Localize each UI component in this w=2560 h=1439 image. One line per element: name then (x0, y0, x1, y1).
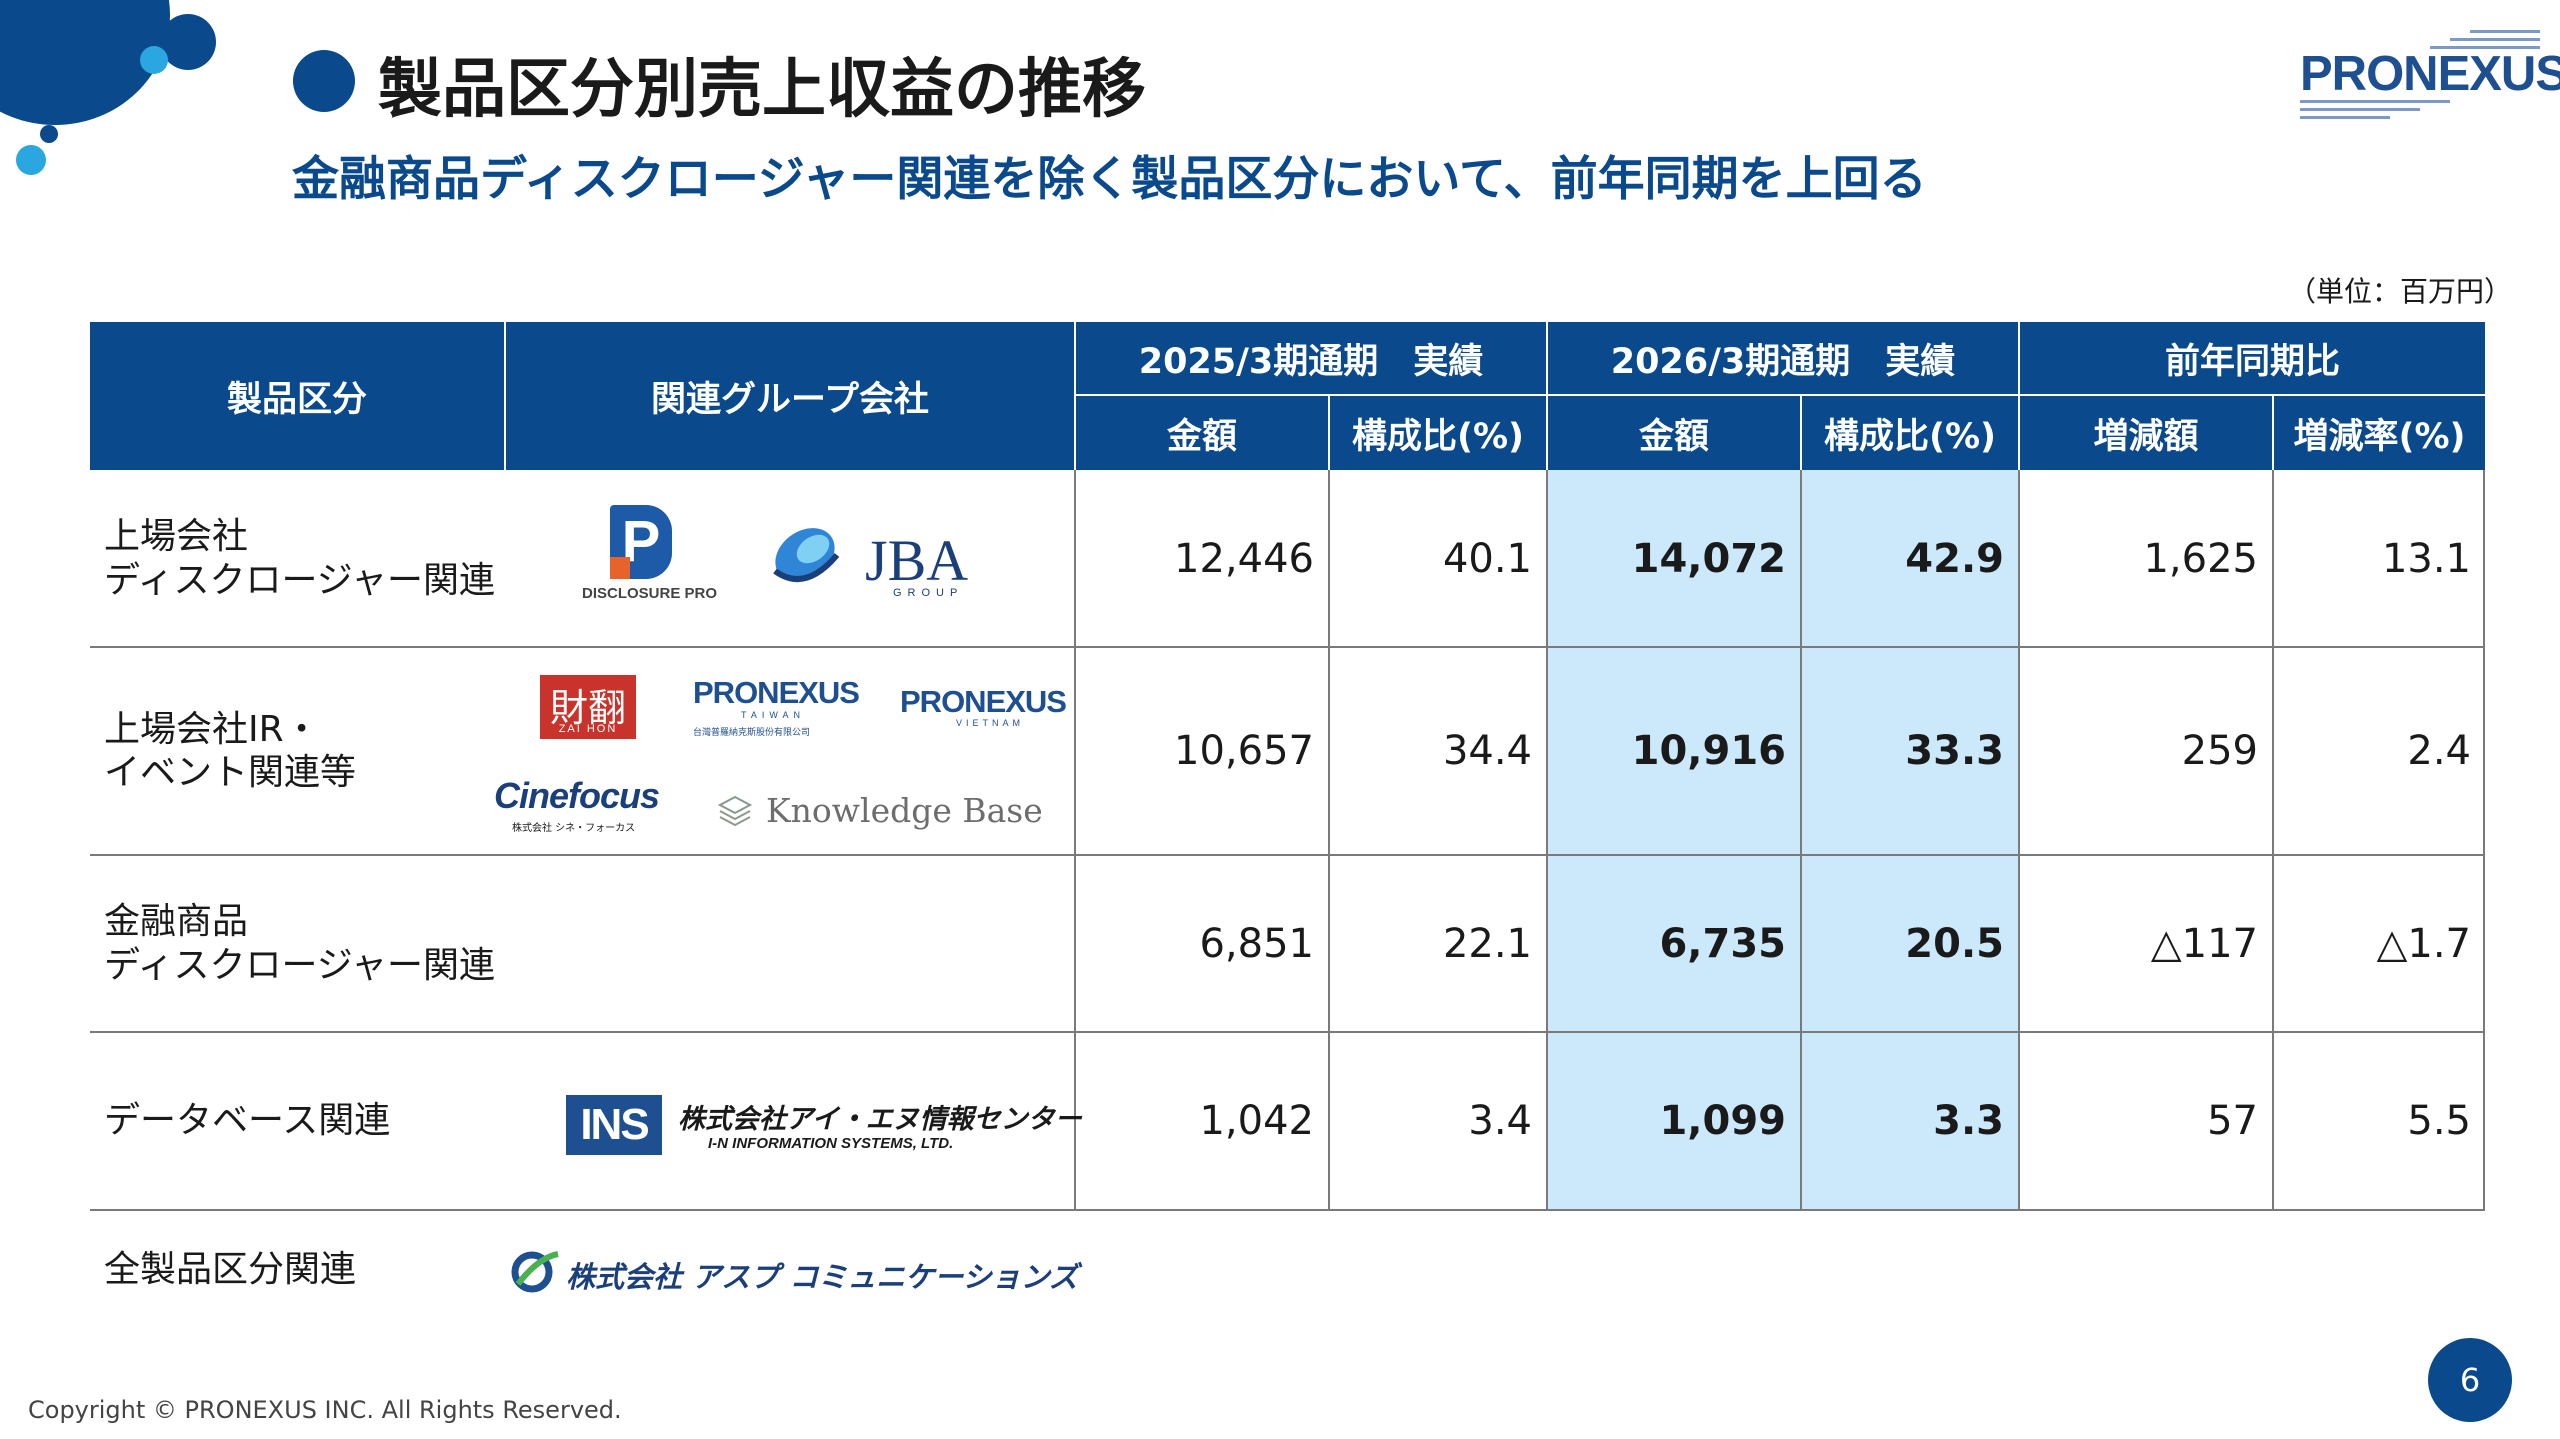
change: 1,625 (2143, 535, 2258, 582)
table-row: 金融商品 ディスクロージャー関連 6,851 22.1 6,735 20.5 △… (90, 855, 2485, 1032)
row-category: 金融商品 ディスクロージャー関連 (104, 901, 495, 986)
pronexus-logo: PRONEXUS (2300, 28, 2560, 119)
unit-label: （単位：百万円） (2288, 275, 2513, 308)
header-ratio-2025: 構成比(%) (1330, 396, 1546, 470)
decorative-circle-medium (160, 14, 216, 70)
amount-2025: 12,446 (1174, 535, 1314, 582)
disclosure-pro-logo: P DISCLOSURE PRO (582, 505, 722, 605)
change-rate: 2.4 (2407, 728, 2471, 774)
decorative-circle-small (40, 125, 58, 143)
disclosure-pro-mark: P (610, 505, 672, 579)
table-footer-row: 全製品区分関連 (90, 1210, 2485, 1330)
amount-2025: 1,042 (1199, 1098, 1314, 1144)
asp-mark-icon (511, 1251, 559, 1293)
decorative-circle-cyan (16, 145, 46, 175)
header-amount-2026: 金額 (1548, 396, 1800, 470)
jba-group-logo: JBA GROUP (765, 515, 995, 605)
ratio-2026: 42.9 (1802, 470, 2018, 647)
ratio-2026: 3.3 (1802, 1032, 2018, 1210)
pronexus-taiwan-logo: PRONEXUS TAIWAN 台灣普羅納克斯股份有限公司 (693, 675, 860, 738)
change: △117 (2150, 920, 2258, 967)
row-category: データベース関連 (104, 1100, 391, 1142)
title-bullet (293, 50, 355, 112)
header-ratio-2026: 構成比(%) (1802, 396, 2018, 470)
table-row: データベース関連 1,042 3.4 1,099 3.3 57 5.5 (90, 1032, 2485, 1210)
ratio-2026: 20.5 (1802, 855, 2018, 1032)
header-amount-2025: 金額 (1076, 396, 1328, 470)
zaihon-logo: 財翻 ZAI HON (540, 675, 636, 739)
ratio-2025: 34.4 (1442, 728, 1532, 774)
copyright: Copyright © PRONEXUS INC. All Rights Res… (28, 1396, 622, 1424)
row-category: 上場会社IR・ イベント関連等 (104, 708, 357, 793)
page-title: 製品区分別売上収益の推移 (378, 53, 1146, 127)
amount-2026: 10,916 (1548, 647, 1800, 855)
brand-name: PRONEXUS (2300, 47, 2560, 101)
ratio-2026: 33.3 (1802, 647, 2018, 855)
pronexus-vietnam-logo: PRONEXUS VIETNAM (900, 684, 1067, 728)
knowledge-base-logo: Knowledge Base (718, 785, 1048, 835)
table-row: 上場会社IR・ イベント関連等 10,657 34.4 10,916 33.3 … (90, 647, 2485, 855)
header-change-rate: 増減率(%) (2274, 396, 2485, 470)
amount-2026: 14,072 (1548, 470, 1800, 647)
change-rate: 5.5 (2407, 1098, 2471, 1144)
ratio-2025: 22.1 (1442, 920, 1532, 967)
amount-2025: 10,657 (1174, 728, 1314, 774)
decorative-circle-light (140, 46, 168, 74)
asp-communications-logo: 株式会社 アスプ コミュニケーションズ (510, 1248, 1078, 1298)
row-category: 全製品区分関連 (104, 1249, 357, 1291)
header-period-2026: 2026/3期通期 実績 (1548, 322, 2018, 394)
amount-2026: 1,099 (1548, 1032, 1800, 1210)
ratio-2025: 40.1 (1442, 535, 1532, 582)
header-group: 関連グループ会社 (506, 322, 1074, 470)
cinefocus-logo: Cinefocus 株式会社 シネ・フォーカス (494, 775, 660, 834)
header-change: 増減額 (2020, 396, 2272, 470)
amount-2025: 6,851 (1199, 920, 1314, 967)
layers-icon (718, 795, 752, 827)
header-yoy: 前年同期比 (2020, 322, 2485, 394)
change-rate: △1.7 (2376, 920, 2471, 967)
page-number: 6 (2428, 1338, 2512, 1422)
row-category: 上場会社 ディスクロージャー関連 (104, 516, 495, 601)
table-row: 上場会社 ディスクロージャー関連 12,446 40.1 14,072 42.9… (90, 470, 2485, 647)
in-information-systems-logo: INS 株式会社アイ・エヌ情報センター I-N INFORMATION SYST… (566, 1093, 1082, 1163)
page-subtitle: 金融商品ディスクロージャー関連を除く製品区分において、前年同期を上回る (292, 152, 1927, 207)
change-rate: 13.1 (2381, 535, 2471, 582)
ratio-2025: 3.4 (1468, 1098, 1532, 1144)
header-category: 製品区分 (90, 322, 504, 470)
amount-2026: 6,735 (1548, 855, 1800, 1032)
change: 259 (2181, 728, 2258, 774)
header-period-2025: 2025/3期通期 実績 (1076, 322, 1546, 394)
change: 57 (2207, 1098, 2258, 1144)
